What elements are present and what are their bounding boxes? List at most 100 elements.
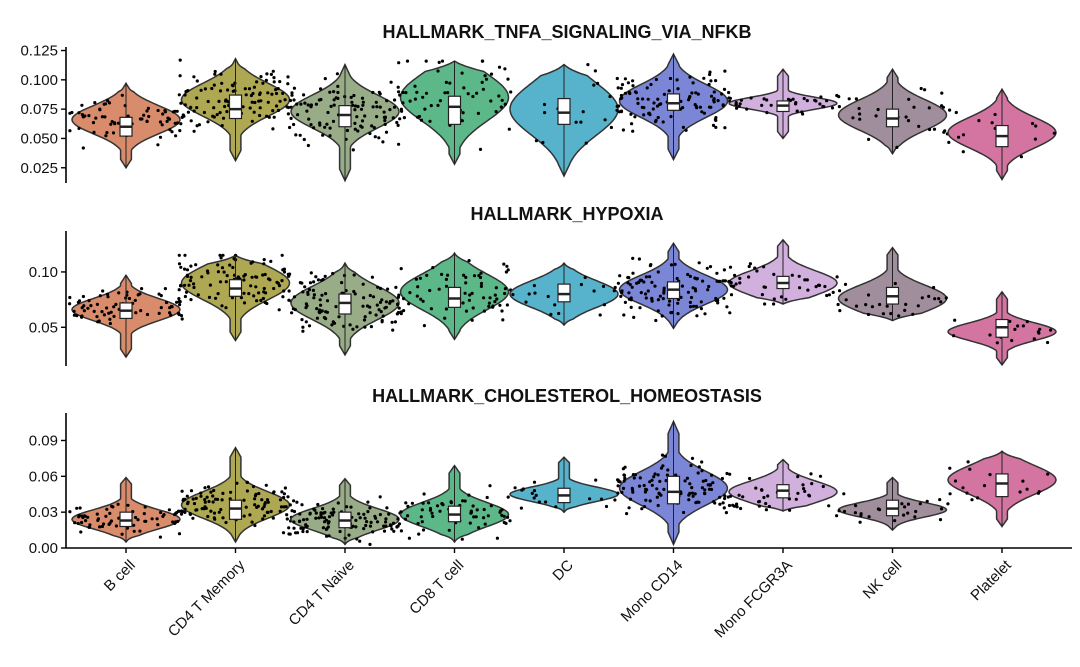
data-point	[200, 275, 204, 279]
data-point	[881, 312, 886, 316]
data-point	[712, 97, 716, 101]
data-point	[620, 490, 624, 494]
data-point	[803, 489, 807, 493]
data-point	[76, 521, 80, 526]
data-point	[210, 86, 214, 91]
data-point	[421, 501, 425, 505]
data-point	[392, 105, 397, 109]
data-point	[263, 300, 267, 305]
data-point	[292, 499, 296, 503]
data-point	[87, 525, 92, 529]
data-point	[354, 525, 358, 529]
data-point	[691, 81, 695, 85]
data-point	[114, 302, 118, 306]
data-point	[802, 487, 806, 491]
data-point	[697, 261, 701, 265]
data-point	[139, 309, 143, 313]
data-point	[695, 314, 699, 318]
data-point	[480, 80, 484, 84]
data-point	[650, 280, 654, 284]
data-point	[723, 279, 728, 283]
data-point	[838, 289, 842, 293]
data-point	[356, 129, 360, 133]
data-point	[723, 494, 727, 498]
data-point	[417, 532, 421, 536]
data-point	[864, 303, 868, 307]
data-point	[375, 105, 379, 109]
data-point	[794, 101, 798, 105]
data-point	[286, 82, 290, 86]
data-point	[336, 501, 340, 505]
data-point	[716, 301, 720, 305]
data-point	[221, 116, 226, 120]
data-point	[764, 501, 768, 506]
data-point	[818, 102, 822, 106]
data-point	[146, 106, 150, 110]
data-point	[320, 293, 324, 297]
data-point	[312, 507, 316, 511]
violin-cd8-t-cell	[399, 464, 512, 544]
data-point	[554, 505, 558, 509]
data-point	[444, 80, 448, 84]
data-point	[314, 102, 318, 106]
data-point	[92, 309, 96, 313]
data-point	[471, 504, 475, 508]
data-point	[703, 491, 707, 495]
data-point	[188, 512, 192, 517]
data-point	[323, 520, 327, 524]
data-point	[282, 495, 286, 500]
data-point	[623, 300, 628, 304]
data-point	[472, 274, 477, 278]
data-point	[977, 119, 981, 123]
data-point	[537, 500, 542, 504]
data-point	[155, 517, 159, 521]
data-point	[903, 308, 907, 312]
data-point	[245, 489, 249, 493]
data-point	[906, 511, 910, 515]
data-point	[700, 460, 704, 464]
data-point	[428, 288, 432, 293]
data-point	[927, 294, 931, 298]
data-point	[378, 105, 382, 109]
data-point	[711, 481, 715, 485]
data-point	[429, 104, 433, 108]
data-point	[383, 306, 387, 310]
data-point	[183, 510, 187, 514]
data-point	[1008, 319, 1012, 323]
data-point	[735, 106, 739, 110]
data-point	[361, 103, 365, 107]
data-point	[261, 81, 265, 85]
data-point	[247, 87, 252, 91]
data-point	[532, 480, 537, 484]
data-point	[388, 108, 392, 112]
data-point	[549, 312, 553, 316]
data-point	[415, 294, 419, 298]
data-point	[368, 305, 372, 309]
data-point	[636, 97, 640, 101]
data-point	[179, 512, 184, 516]
data-point	[688, 305, 693, 309]
data-point	[788, 98, 793, 102]
data-point	[662, 487, 666, 491]
data-point	[772, 302, 776, 306]
data-point	[213, 517, 217, 521]
data-point	[874, 114, 878, 118]
data-point	[757, 504, 762, 508]
data-point	[709, 94, 714, 98]
data-point	[175, 121, 180, 125]
data-point	[102, 313, 106, 317]
data-point	[631, 79, 635, 83]
data-point	[599, 497, 604, 501]
data-point	[178, 58, 182, 62]
data-point	[391, 328, 395, 332]
data-point	[219, 507, 223, 512]
data-point	[158, 135, 163, 139]
data-point	[481, 87, 485, 91]
data-point	[89, 304, 93, 308]
data-point	[954, 110, 958, 115]
data-point	[440, 502, 444, 506]
data-point	[427, 501, 431, 505]
data-point	[463, 291, 467, 295]
data-point	[274, 91, 279, 96]
data-point	[272, 115, 276, 119]
